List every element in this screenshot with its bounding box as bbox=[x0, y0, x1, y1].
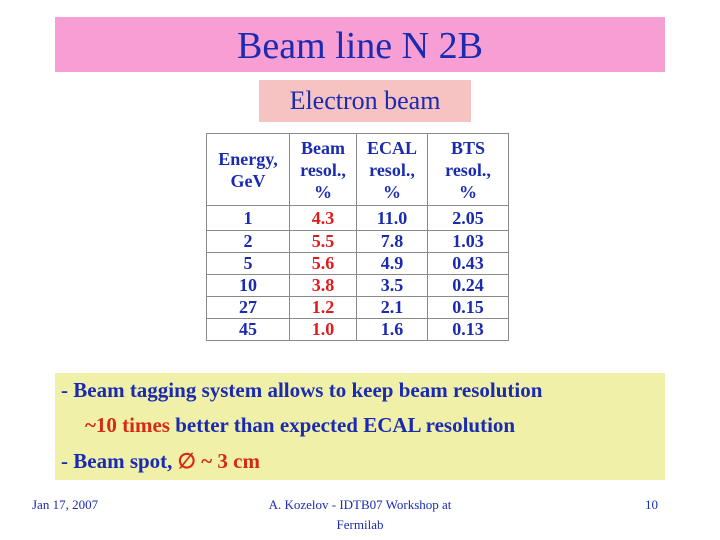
table-row: 2 5.5 7.8 1.03 bbox=[206, 230, 509, 253]
cell-energy: 5 bbox=[206, 252, 290, 275]
footer-page-number: 10 bbox=[645, 497, 658, 512]
cell-bts-resolution: 1.03 bbox=[427, 230, 509, 253]
note-line-1: - Beam tagging system allows to keep bea… bbox=[61, 378, 543, 402]
footer-author-line-1: A. Kozelov - IDTB07 Workshop at bbox=[268, 497, 452, 512]
table-row: 27 1.2 2.1 0.15 bbox=[206, 296, 509, 319]
cell-ecal-resolution: 11.0 bbox=[356, 205, 428, 231]
table-row: 10 3.8 3.5 0.24 bbox=[206, 274, 509, 297]
slide-subtitle: Electron beam bbox=[259, 80, 471, 122]
table-header-row: Energy, GeV Beam resol.,% ECAL resol.,% BTS… bbox=[206, 133, 509, 206]
diameter-symbol: ∅ bbox=[177, 449, 196, 473]
cell-beam-resolution: 3.8 bbox=[289, 274, 357, 297]
footer-author: A. Kozelov - IDTB07 Workshop at Fermilab bbox=[240, 495, 480, 535]
header-ecal-resolution: ECAL resol.,% bbox=[356, 133, 428, 206]
header-energy: Energy, GeV bbox=[206, 133, 290, 206]
resolution-table: Energy, GeV Beam resol.,% ECAL resol.,% BTS… bbox=[206, 133, 509, 341]
cell-beam-resolution: 4.3 bbox=[289, 205, 357, 231]
footer-author-line-2: Fermilab bbox=[336, 517, 384, 532]
note-line-3: - Beam spot, ∅ ~ 3 cm bbox=[61, 449, 260, 474]
cell-ecal-resolution: 3.5 bbox=[356, 274, 428, 297]
cell-bts-resolution: 0.43 bbox=[427, 252, 509, 275]
cell-ecal-resolution: 1.6 bbox=[356, 318, 428, 341]
note-text: better than expected ECAL resolution bbox=[169, 413, 516, 437]
header-bts-resolution: BTS resol.,% bbox=[427, 133, 509, 206]
cell-bts-resolution: 0.13 bbox=[427, 318, 509, 341]
footer-date: Jan 17, 2007 bbox=[32, 497, 99, 512]
cell-beam-resolution: 1.0 bbox=[289, 318, 357, 341]
cell-bts-resolution: 0.24 bbox=[427, 274, 509, 297]
cell-bts-resolution: 0.15 bbox=[427, 296, 509, 319]
cell-energy: 1 bbox=[206, 205, 290, 231]
note-highlight: ~ 3 cm bbox=[195, 449, 260, 473]
cell-energy: 27 bbox=[206, 296, 290, 319]
cell-ecal-resolution: 4.9 bbox=[356, 252, 428, 275]
cell-beam-resolution: 5.5 bbox=[289, 230, 357, 253]
cell-ecal-resolution: 2.1 bbox=[356, 296, 428, 319]
table-row: 5 5.6 4.9 0.43 bbox=[206, 252, 509, 275]
notes-box: - Beam tagging system allows to keep bea… bbox=[55, 373, 665, 480]
note-line-2: ~10 times better than expected ECAL reso… bbox=[85, 413, 515, 438]
cell-beam-resolution: 5.6 bbox=[289, 252, 357, 275]
table-row: 1 4.3 11.0 2.05 bbox=[206, 205, 509, 231]
cell-beam-resolution: 1.2 bbox=[289, 296, 357, 319]
cell-bts-resolution: 2.05 bbox=[427, 205, 509, 231]
note-text: - Beam spot, bbox=[61, 449, 178, 473]
note-highlight: ~10 times bbox=[85, 413, 170, 437]
cell-ecal-resolution: 7.8 bbox=[356, 230, 428, 253]
slide-title: Beam line N 2B bbox=[237, 25, 483, 67]
cell-energy: 10 bbox=[206, 274, 290, 297]
table-row: 45 1.0 1.6 0.13 bbox=[206, 318, 509, 341]
title-banner: Beam line N 2B bbox=[55, 17, 665, 72]
cell-energy: 45 bbox=[206, 318, 290, 341]
cell-energy: 2 bbox=[206, 230, 290, 253]
header-beam-resolution: Beam resol.,% bbox=[289, 133, 357, 206]
